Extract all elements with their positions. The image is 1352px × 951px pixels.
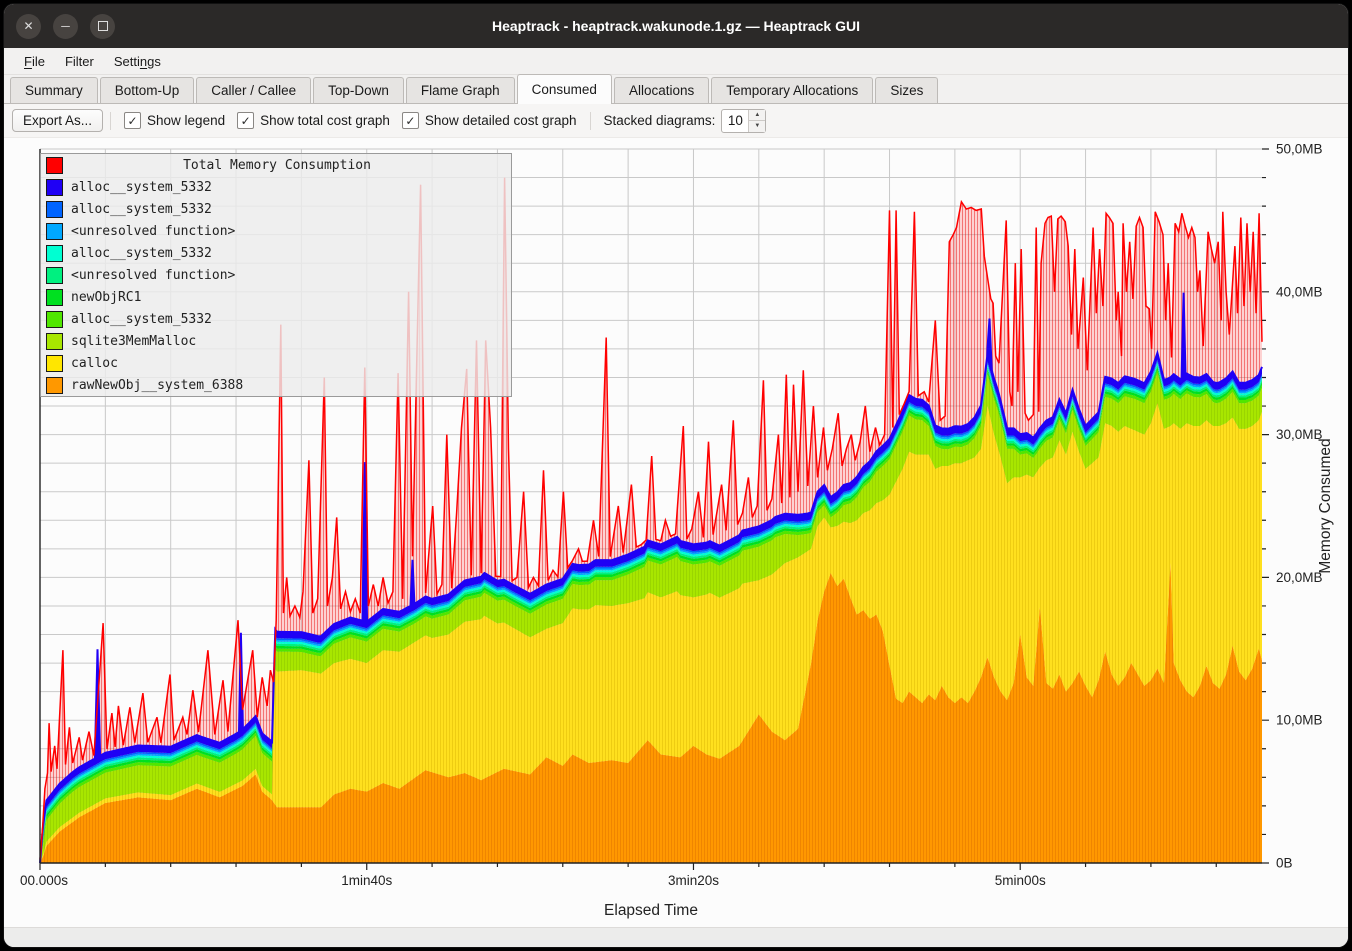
tab-temporary-allocations[interactable]: Temporary Allocations xyxy=(711,77,874,104)
menu-file[interactable]: File xyxy=(24,53,45,69)
y-tick-label: 0B xyxy=(1276,856,1293,871)
legend-swatch xyxy=(46,332,63,350)
checkbox-container: ✓ Show legend ✓ Show total cost graph ✓ Show … xyxy=(118,112,583,129)
y-axis-title: Memory Consumed xyxy=(1317,438,1334,573)
legend-item: alloc__system_5332 xyxy=(41,176,511,198)
series-area-rawNewObj-system-6388 xyxy=(40,563,1262,863)
tab-bottom-up[interactable]: Bottom-Up xyxy=(99,77,195,104)
maximize-button[interactable] xyxy=(90,13,115,39)
x-tick-label: 00.000s xyxy=(20,873,68,888)
legend-label: alloc__system_5332 xyxy=(71,245,212,261)
legend-item: alloc__system_5332 xyxy=(41,198,511,220)
legend-item: alloc__system_5332 xyxy=(41,308,511,330)
stacked-diagrams-spinner[interactable]: 10 ▲ ▼ xyxy=(721,108,767,133)
tab-top-down[interactable]: Top-Down xyxy=(313,77,404,104)
export-as-button[interactable]: Export As... xyxy=(12,109,104,132)
minimize-icon: ─ xyxy=(61,19,70,33)
legend-item: <unresolved function> xyxy=(41,220,511,242)
toolbar-separator xyxy=(589,111,591,130)
legend-label: <unresolved function> xyxy=(71,223,236,239)
legend-label: Total Memory Consumption xyxy=(183,157,371,173)
checkbox-label: Show detailed cost graph xyxy=(424,113,577,128)
checkbox-show-total-cost-graph[interactable]: ✓ Show total cost graph xyxy=(237,112,390,129)
status-bar xyxy=(4,927,1348,947)
close-button[interactable]: ✕ xyxy=(16,13,41,39)
y-tick-label: 30,0MB xyxy=(1276,427,1323,442)
legend-swatch xyxy=(46,156,63,174)
legend-swatch xyxy=(46,200,63,218)
checkbox-label: Show total cost graph xyxy=(260,113,390,128)
legend-label: alloc__system_5332 xyxy=(71,311,212,327)
tab-sizes[interactable]: Sizes xyxy=(875,77,939,104)
spinner-value[interactable]: 10 xyxy=(727,112,743,128)
close-icon: ✕ xyxy=(23,19,34,33)
app-window: ✕ ─ Heaptrack - heaptrack.wakunode.1.gz … xyxy=(4,4,1348,947)
checkbox-show-detailed-cost-graph[interactable]: ✓ Show detailed cost graph xyxy=(401,112,577,129)
checkbox-icon[interactable]: ✓ xyxy=(401,112,419,129)
legend-label: rawNewObj__system_6388 xyxy=(71,377,244,393)
x-tick-label: 3min20s xyxy=(668,873,719,888)
y-tick-label: 20,0MB xyxy=(1276,570,1323,585)
legend-label: alloc__system_5332 xyxy=(71,179,212,195)
total-memory-line xyxy=(39,177,1263,860)
checkbox-icon[interactable]: ✓ xyxy=(124,112,142,129)
legend-label: sqlite3MemMalloc xyxy=(71,333,197,349)
menu-bar: File Filter Settings xyxy=(4,48,1348,75)
legend-swatch xyxy=(46,354,63,372)
legend-swatch xyxy=(46,222,63,240)
legend-item: <unresolved function> xyxy=(41,264,511,286)
tab-flame-graph[interactable]: Flame Graph xyxy=(405,77,515,104)
stack-top-line xyxy=(39,292,1263,864)
legend-swatch xyxy=(46,288,63,306)
legend-swatch xyxy=(46,310,63,328)
checkbox-icon[interactable]: ✓ xyxy=(237,112,255,129)
spinner-down-icon[interactable]: ▼ xyxy=(749,121,766,132)
legend-item: sqlite3MemMalloc xyxy=(41,330,511,352)
x-tick-label: 1min40s xyxy=(341,873,392,888)
spinner-up-icon[interactable]: ▲ xyxy=(749,109,766,121)
stacked-diagrams-group: Stacked diagrams: 10 ▲ ▼ xyxy=(603,108,767,133)
legend-label: newObjRC1 xyxy=(71,289,142,305)
window-title: Heaptrack - heaptrack.wakunode.1.gz — He… xyxy=(491,18,860,34)
minimize-button[interactable]: ─ xyxy=(53,13,78,39)
legend-item: rawNewObj__system_6388 xyxy=(41,374,511,396)
spinner-buttons: ▲ ▼ xyxy=(748,109,766,132)
memory-consumption-chart[interactable]: 00.000s 1min40s 3min20s 5min00s 0B 10,0MB 20,0… xyxy=(4,138,1348,927)
x-tick-label: 5min00s xyxy=(995,873,1046,888)
checkbox-label: Show legend xyxy=(147,113,226,128)
menu-settings[interactable]: Settings xyxy=(113,53,161,69)
title-bar[interactable]: ✕ ─ Heaptrack - heaptrack.wakunode.1.gz … xyxy=(4,4,1348,48)
y-tick-label: 10,0MB xyxy=(1276,713,1323,728)
tab-consumed[interactable]: Consumed xyxy=(516,74,612,104)
x-axis-title: Elapsed Time xyxy=(604,902,698,919)
legend-title-row: Total Memory Consumption xyxy=(41,154,511,176)
legend-label: alloc__system_5332 xyxy=(71,201,212,217)
series-area-calloc xyxy=(40,403,1262,863)
stacked-diagrams-label: Stacked diagrams: xyxy=(603,113,716,128)
legend-label: <unresolved function> xyxy=(71,267,236,283)
legend-swatch xyxy=(46,266,63,284)
legend-swatch xyxy=(46,244,63,262)
legend-item: alloc__system_5332 xyxy=(41,242,511,264)
legend-label: calloc xyxy=(71,355,118,371)
chart-canvas[interactable]: 00.000s 1min40s 3min20s 5min00s 0B 10,0MB 20,0… xyxy=(4,138,1348,927)
legend-item: calloc xyxy=(41,352,511,374)
axis-ticks xyxy=(39,148,1269,870)
y-tick-label: 40,0MB xyxy=(1276,284,1323,299)
toolbar-separator xyxy=(110,111,112,130)
legend-swatch xyxy=(46,178,63,196)
maximize-icon xyxy=(97,21,108,31)
menu-filter[interactable]: Filter xyxy=(64,53,94,69)
tab-caller-callee[interactable]: Caller / Callee xyxy=(196,77,312,104)
checkbox-show-legend[interactable]: ✓ Show legend xyxy=(124,112,225,129)
chart-legend: Total Memory Consumption alloc__system_53… xyxy=(40,153,512,397)
y-tick-label: 50,0MB xyxy=(1276,142,1323,157)
tab-allocations[interactable]: Allocations xyxy=(613,77,710,104)
legend-item: newObjRC1 xyxy=(41,286,511,308)
legend-swatch xyxy=(46,376,63,394)
tab-bar: Summary Bottom-Up Caller / Callee Top-Down F… xyxy=(4,74,1348,104)
toolbar: Export As... ✓ Show legend ✓ Show total cos… xyxy=(4,104,1348,138)
tab-summary[interactable]: Summary xyxy=(10,77,98,104)
series-area-sqlite3MemMalloc xyxy=(40,372,1262,863)
